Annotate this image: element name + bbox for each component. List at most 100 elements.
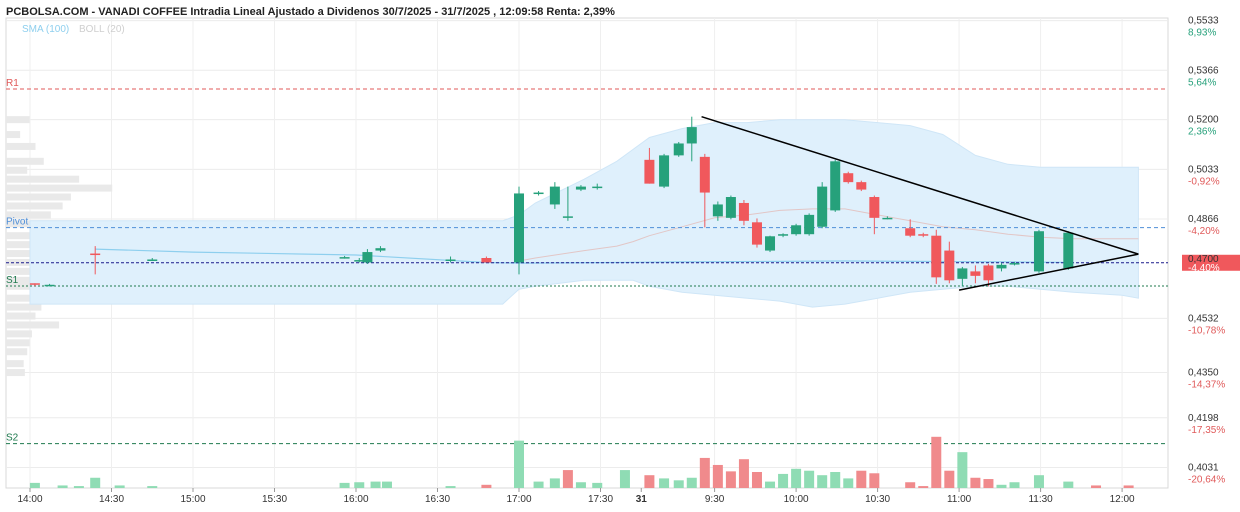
price-tick-label: 0,4198 [1188, 413, 1219, 424]
volume-profile-bar [6, 166, 28, 174]
pivot-levels: R1 Pivot S1 S2 [6, 78, 1168, 445]
volume-bar [918, 486, 929, 488]
volume-profile-bar [6, 157, 44, 165]
volume-profile-bar [6, 116, 30, 124]
volume-bar [549, 478, 560, 488]
price-tick-label: 0,4350 [1188, 368, 1219, 379]
price-tick-label: 0,4866 [1188, 214, 1219, 225]
volume-bar [562, 470, 573, 488]
candle-body [445, 259, 456, 261]
candle-body [575, 186, 586, 190]
volume-bar [1063, 481, 1074, 488]
candle-body [882, 217, 893, 220]
candle-body [699, 156, 710, 193]
volume-bar [712, 464, 723, 488]
candle-body [659, 155, 670, 187]
volume-bar [970, 477, 981, 488]
candle-body [944, 250, 955, 281]
volume-bar [830, 472, 841, 488]
candle-body [481, 258, 492, 263]
time-tick-label: 15:00 [180, 494, 205, 505]
candle-body [339, 257, 350, 259]
volume-bar [817, 475, 828, 488]
time-tick-label: 31 [636, 494, 648, 505]
volume-bar [856, 470, 867, 488]
volume-bar [1009, 482, 1020, 488]
candle-body [147, 259, 158, 261]
time-tick-label: 11:00 [947, 494, 972, 505]
volume-profile-bar [6, 348, 28, 356]
price-pct-label: -0,92% [1188, 176, 1220, 187]
volume-profile-bar [6, 202, 63, 210]
candle-body [931, 235, 942, 278]
volume-profile-bar [6, 330, 32, 338]
volume-profile-bar [6, 193, 71, 201]
price-tick-label: 0,5033 [1188, 164, 1219, 175]
time-tick-label: 10:30 [865, 494, 890, 505]
volume-bar [619, 470, 630, 488]
volume-bar [1123, 485, 1134, 488]
current-price-tag [1182, 254, 1240, 271]
price-pct-label: -20,64% [1188, 474, 1225, 485]
candle-body [869, 197, 880, 218]
volume-bar [686, 477, 697, 488]
time-tick-label: 12:00 [1110, 494, 1135, 505]
volume-bar [644, 475, 655, 488]
price-axis: 0,55338,93%0,53665,64%0,52002,36%0,5033-… [1182, 16, 1240, 485]
trendline [958, 253, 1139, 291]
candle-body [1033, 231, 1044, 272]
volume-bar [931, 436, 942, 488]
candle-body [778, 234, 789, 236]
level-label-s2: S2 [6, 433, 19, 444]
volume-bar [354, 482, 365, 488]
candle-body [918, 234, 929, 236]
volume-profile-bar [6, 131, 21, 139]
legend-sma[interactable]: SMA (100) [22, 24, 69, 35]
volume-profile-bar [6, 142, 36, 150]
candle-body [1063, 232, 1074, 269]
candle-body [1009, 263, 1020, 265]
volume-profile-bar [6, 312, 36, 320]
candle-body [996, 264, 1007, 269]
volume-bar [533, 481, 544, 488]
volume-bar [983, 479, 994, 488]
volume-bar [592, 482, 603, 488]
price-tick-label: 0,4532 [1188, 313, 1219, 324]
price-pct-label: -4,20% [1188, 226, 1220, 237]
time-axis: 14:00 14:30 15:00 15:30 16:00 16:30 17:00 17:30… [17, 488, 1135, 505]
volume-bar [996, 484, 1007, 488]
price-pct-label: -14,37% [1188, 380, 1225, 391]
volume-bar [57, 485, 68, 488]
candles [29, 116, 1074, 287]
volume-profile-bar [6, 303, 42, 311]
time-tick-label: 14:30 [99, 494, 124, 505]
candle-body [514, 193, 524, 263]
candle-body [354, 260, 365, 262]
volume-bar [370, 481, 381, 488]
volume-profile-bar [6, 250, 48, 258]
candle-body [686, 127, 697, 144]
candle-body [533, 192, 544, 195]
time-tick-label: 16:30 [425, 494, 450, 505]
candle-body [29, 283, 40, 285]
price-tick-label: 0,4031 [1188, 462, 1219, 473]
volume-bar [751, 472, 762, 488]
volume-bar [29, 482, 40, 488]
legend-boll[interactable]: BOLL (20) [79, 24, 125, 35]
time-tick-label: 9:30 [705, 494, 725, 505]
volume-bar [699, 457, 710, 488]
volume-profile-bar [6, 369, 25, 377]
time-tick-label: 14:00 [17, 494, 42, 505]
volume-bar [673, 480, 684, 488]
volume-bar [73, 486, 84, 488]
price-pct-label: 5,64% [1188, 77, 1216, 88]
volume-profile-bar [6, 360, 24, 368]
candle-body [817, 186, 828, 227]
volume-profile-bar [6, 211, 51, 219]
volume-bar [843, 478, 854, 488]
volume-bar [791, 468, 802, 488]
volume-bar [339, 482, 350, 488]
candle-body [765, 236, 776, 251]
volume-bar [957, 452, 968, 488]
volume-bar [765, 481, 776, 488]
